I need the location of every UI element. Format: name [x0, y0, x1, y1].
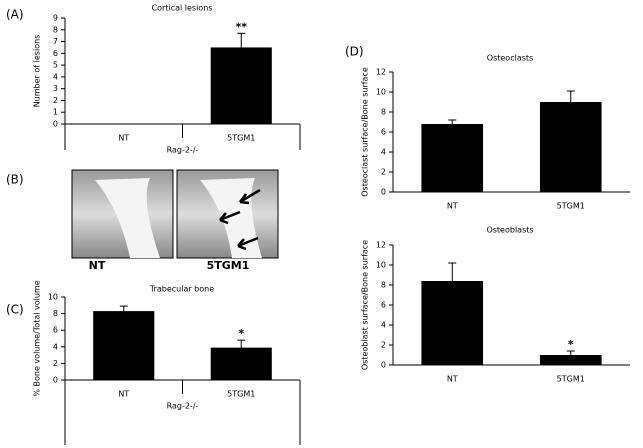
y-axis-label: Osteoclast surface/Bone surface	[361, 67, 370, 197]
y-tick-label: 4	[381, 321, 386, 330]
x-tick-label: 5TGM1	[557, 375, 585, 384]
y-axis-label: % Bone volume/Total volume	[33, 280, 42, 396]
significance: *	[568, 338, 574, 351]
bar	[539, 355, 602, 365]
y-tick-label: 6	[381, 128, 386, 137]
y-tick-label: 10	[376, 88, 386, 97]
y-tick-label: 0	[53, 120, 58, 129]
chart-title: Osteoblasts	[486, 226, 533, 235]
significance: *	[238, 327, 244, 340]
y-tick-label: 2	[53, 96, 58, 105]
y-tick-label: 8	[381, 108, 386, 117]
chart-title: Cortical lesions	[152, 4, 213, 13]
y-tick-label: 8	[53, 309, 58, 318]
y-tick-label: 2	[381, 341, 386, 350]
bar	[210, 47, 272, 124]
y-tick-label: 8	[381, 281, 386, 290]
y-tick-label: 0	[381, 361, 386, 370]
chart-title: Trabecular bone	[149, 285, 214, 294]
bar	[539, 102, 602, 192]
bar	[210, 347, 272, 380]
y-axis-label: Number of lesions	[33, 35, 42, 108]
chart-title: Osteoclasts	[487, 54, 533, 63]
y-tick-label: 10	[376, 261, 386, 270]
bone-shape	[95, 178, 160, 258]
panel-label: (D)	[345, 45, 364, 59]
image-label: 5TGM1	[207, 259, 250, 272]
x-tick-label: NT	[118, 390, 129, 399]
significance: **	[235, 20, 247, 33]
y-tick-label: 1	[53, 108, 58, 117]
y-tick-label: 0	[381, 188, 386, 197]
y-tick-label: 7	[53, 37, 58, 46]
x-tick-label: 5TGM1	[557, 202, 585, 211]
x-tick-label: 5TGM1	[227, 390, 255, 399]
y-tick-label: 6	[53, 49, 58, 58]
y-tick-label: 3	[53, 84, 58, 93]
y-tick-label: 4	[53, 72, 58, 81]
y-tick-label: 6	[381, 301, 386, 310]
y-tick-label: 0	[53, 376, 58, 385]
y-tick-label: 2	[53, 359, 58, 368]
y-axis-label: Osteoblast surface/Bone surface	[361, 240, 370, 370]
y-tick-label: 4	[381, 148, 386, 157]
image-label: NT	[89, 259, 106, 272]
y-tick-label: 2	[381, 168, 386, 177]
bar	[421, 124, 484, 192]
y-tick-label: 6	[53, 326, 58, 335]
panel-label: (B)	[6, 173, 24, 187]
y-tick-label: 9	[53, 14, 58, 23]
bar	[93, 311, 155, 380]
x-axis-label: Rag-2-/-	[167, 402, 199, 411]
bar	[421, 281, 484, 365]
x-tick-label: 5TGM1	[227, 134, 255, 143]
panel-label: (C)	[6, 303, 24, 317]
y-tick-label: 12	[376, 68, 386, 77]
x-axis-label: Rag-2-/-	[167, 146, 199, 155]
x-tick-label: NT	[447, 202, 458, 211]
arrows	[219, 188, 261, 251]
x-tick-label: NT	[118, 134, 129, 143]
y-tick-label: 12	[376, 241, 386, 250]
y-tick-label: 5	[53, 61, 58, 70]
panel-label: (A)	[6, 8, 24, 22]
y-tick-label: 8	[53, 25, 58, 34]
y-tick-label: 4	[53, 342, 58, 351]
y-tick-label: 10	[48, 293, 58, 302]
x-tick-label: NT	[447, 375, 458, 384]
